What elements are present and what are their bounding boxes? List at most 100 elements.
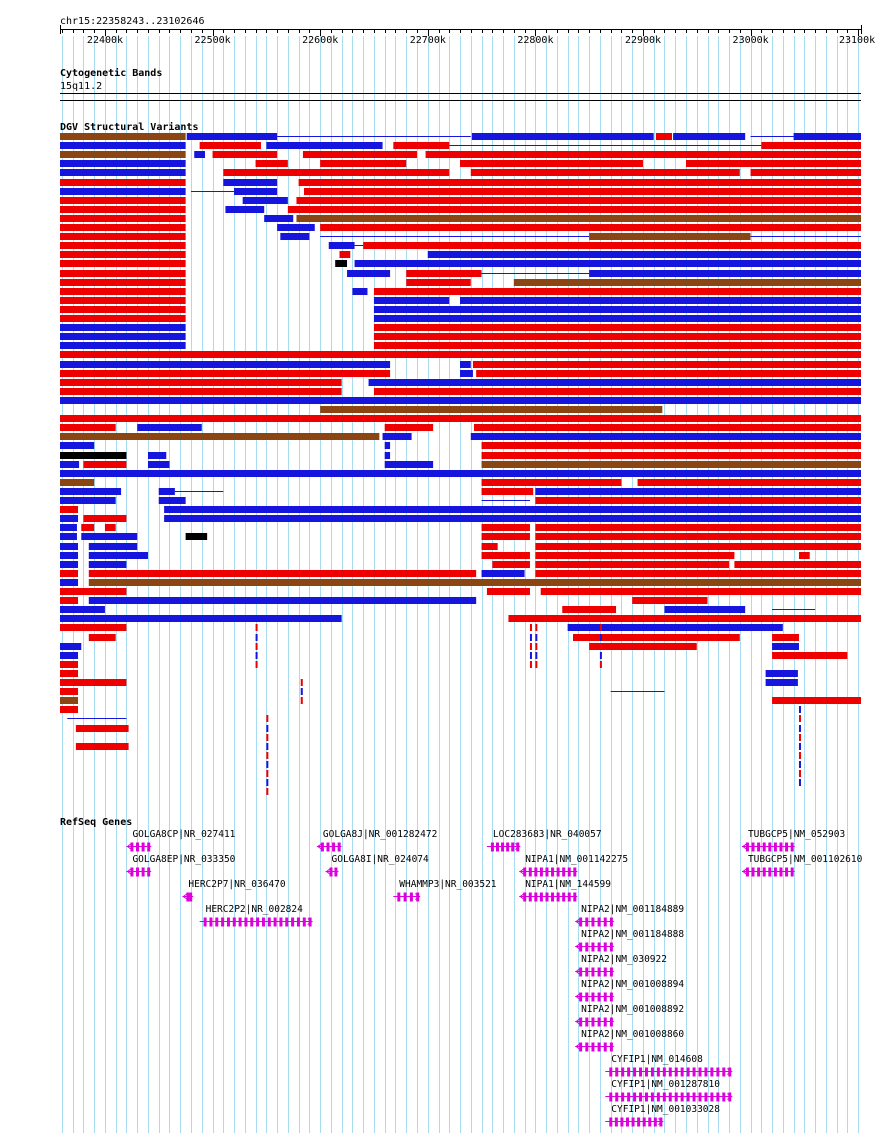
variant-loss[interactable] (264, 215, 294, 222)
variant-loss[interactable] (60, 169, 186, 176)
variant-loss[interactable] (60, 442, 95, 449)
variant-both[interactable] (320, 406, 663, 413)
variant-loss[interactable] (427, 251, 861, 258)
variant-tick[interactable] (300, 679, 303, 686)
variant-gain[interactable] (535, 497, 861, 504)
variant-loss[interactable] (460, 297, 861, 304)
variant-tick[interactable] (535, 643, 538, 650)
variant-other[interactable] (185, 533, 208, 540)
variant-tick[interactable] (798, 779, 801, 786)
variant-loss[interactable] (60, 188, 186, 195)
variant-loss[interactable] (384, 442, 391, 449)
variant-gain[interactable] (60, 251, 186, 258)
variant-loss[interactable] (460, 361, 471, 368)
gene-model[interactable] (605, 1092, 733, 1102)
variant-loss[interactable] (60, 361, 391, 368)
variant-gain[interactable] (60, 388, 342, 395)
variant-loss[interactable] (266, 142, 383, 149)
variant-gain[interactable] (384, 424, 434, 431)
variant-gain[interactable] (481, 543, 498, 550)
variant-tick[interactable] (255, 661, 258, 668)
cytoband-label[interactable]: 15q11.2 (60, 81, 103, 92)
variant-both[interactable] (589, 233, 751, 240)
variant-loss[interactable] (147, 461, 170, 468)
variant-both[interactable] (60, 697, 79, 704)
variant-loss[interactable] (382, 433, 412, 440)
variant-tick[interactable] (798, 752, 801, 759)
variant-both[interactable] (60, 479, 95, 486)
variant-loss[interactable] (88, 543, 138, 550)
gene-model[interactable] (126, 842, 152, 852)
variant-tick[interactable] (529, 634, 532, 641)
gene-model[interactable] (486, 842, 521, 852)
variant-loss[interactable] (328, 242, 355, 249)
variant-tick[interactable] (255, 652, 258, 659)
variant-gain[interactable] (685, 160, 861, 167)
variant-gain[interactable] (60, 242, 186, 249)
variant-loss[interactable] (158, 488, 175, 495)
gene-model[interactable] (605, 1067, 733, 1077)
gene-label[interactable]: GOLGA8CP|NR_027411 (132, 829, 236, 840)
variant-loss[interactable] (225, 206, 265, 213)
variant-gain[interactable] (535, 561, 730, 568)
variant-gain[interactable] (75, 743, 129, 750)
variant-tick[interactable] (529, 624, 532, 631)
variant-both[interactable] (481, 461, 861, 468)
variant-loss[interactable] (373, 315, 861, 322)
variant-loss[interactable] (88, 561, 127, 568)
variant-loss[interactable] (354, 260, 861, 267)
variant-loss[interactable] (765, 679, 798, 686)
variant-loss[interactable] (471, 133, 654, 140)
variant-gain[interactable] (535, 533, 861, 540)
variant-loss[interactable] (60, 652, 79, 659)
variant-gain[interactable] (535, 543, 861, 550)
variant-tick[interactable] (300, 688, 303, 695)
gene-model[interactable] (519, 892, 578, 902)
variant-loss[interactable] (60, 533, 77, 540)
variant-tick[interactable] (266, 743, 269, 750)
variant-loss[interactable] (60, 160, 186, 167)
variant-tick[interactable] (599, 661, 602, 668)
variant-gain[interactable] (481, 479, 622, 486)
variant-gain[interactable] (287, 206, 861, 213)
variant-gain[interactable] (60, 288, 186, 295)
variant-gain[interactable] (406, 270, 482, 277)
variant-tick[interactable] (798, 743, 801, 750)
gene-model[interactable] (575, 992, 614, 1002)
variant-both[interactable] (513, 279, 861, 286)
variant-tick[interactable] (535, 652, 538, 659)
variant-gain[interactable] (60, 197, 186, 204)
variant-gain[interactable] (296, 197, 861, 204)
gene-label[interactable]: NIPA2|NM_001184889 (581, 904, 685, 915)
gene-label[interactable]: GOLGA8EP|NR_033350 (132, 854, 236, 865)
gene-label[interactable]: HERC2P2|NR_002824 (205, 904, 303, 915)
variant-loss[interactable] (673, 133, 746, 140)
variant-gain[interactable] (83, 461, 127, 468)
variant-tick[interactable] (529, 661, 532, 668)
variant-tick[interactable] (535, 661, 538, 668)
variant-gain[interactable] (60, 224, 186, 231)
gene-label[interactable]: NIPA2|NM_001008860 (581, 1029, 685, 1040)
variant-gain[interactable] (302, 151, 417, 158)
variant-gain[interactable] (60, 661, 79, 668)
variant-gain[interactable] (589, 643, 697, 650)
gene-model[interactable] (126, 867, 152, 877)
variant-loss[interactable] (765, 670, 798, 677)
variant-loss[interactable] (60, 461, 80, 468)
variant-both[interactable] (60, 433, 380, 440)
variant-tick[interactable] (266, 761, 269, 768)
variant-gain[interactable] (83, 515, 127, 522)
variant-gain[interactable] (508, 615, 861, 622)
variant-tick[interactable] (266, 752, 269, 759)
variant-loss[interactable] (60, 643, 82, 650)
variant-loss[interactable] (481, 570, 525, 577)
variant-tick[interactable] (300, 697, 303, 704)
variant-gain[interactable] (60, 206, 186, 213)
variant-tick[interactable] (798, 697, 801, 704)
variant-gain[interactable] (373, 288, 861, 295)
variant-loss[interactable] (60, 397, 861, 404)
variant-gain[interactable] (573, 634, 740, 641)
variant-gain[interactable] (81, 524, 95, 531)
variant-gain[interactable] (60, 688, 79, 695)
gene-label[interactable]: TUBGCP5|NM_001102610 (747, 854, 863, 865)
